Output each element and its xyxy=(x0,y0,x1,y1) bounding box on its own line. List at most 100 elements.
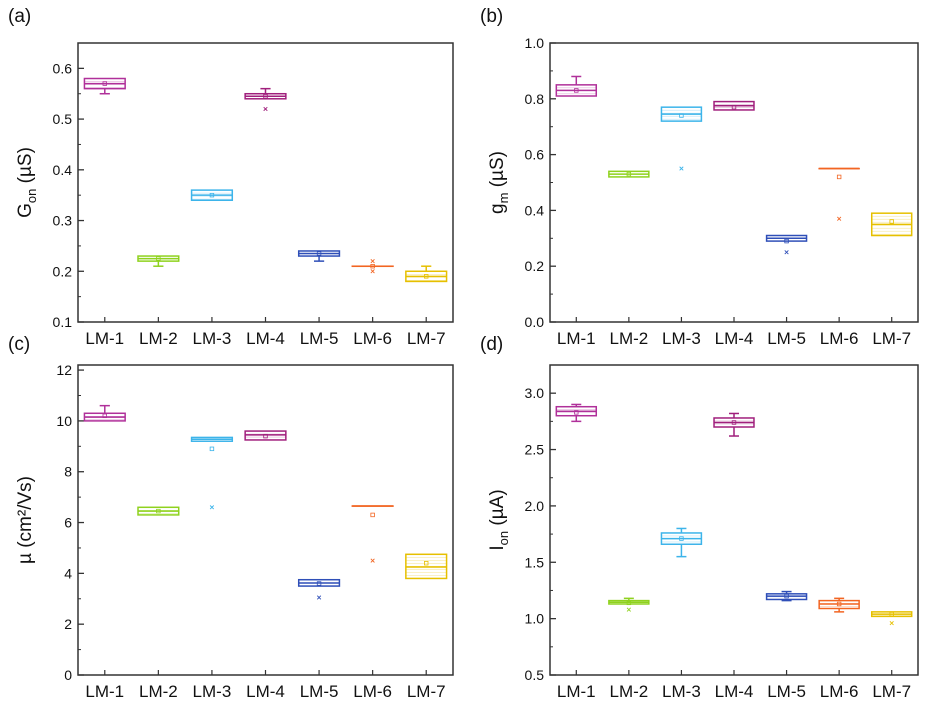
panel-c: (c) 0 2 4 6 8 10 12 µ (cm²/Vs) LM-1 LM-2 LM-3 LM-4 LM… xyxy=(8,334,453,701)
y-label-sub: on xyxy=(496,531,511,545)
x-tick-label: LM-5 xyxy=(300,682,339,701)
x-tick-label: LM-6 xyxy=(353,682,392,701)
x-tick-label: LM-4 xyxy=(715,329,754,348)
x-tick-label: LM-7 xyxy=(872,329,911,348)
x-tick-label: LM-2 xyxy=(139,329,178,348)
y-axis-label: µ (cm²/Vs) xyxy=(15,476,36,564)
box-lm-6 xyxy=(819,169,859,221)
y-tick-label: 3.0 xyxy=(525,385,545,401)
x-tick-label: LM-1 xyxy=(85,682,124,701)
y-tick-label: 0.8 xyxy=(525,91,545,107)
outlier-marker xyxy=(371,259,375,263)
y-tick-label: 4 xyxy=(64,565,72,581)
y-axis-label: Gon (µS) xyxy=(15,147,39,218)
y-tick-label: 0.1 xyxy=(53,314,73,330)
y-label-unit: (µS) xyxy=(15,147,36,189)
x-tick-label: LM-5 xyxy=(767,682,806,701)
outlier-marker xyxy=(627,608,631,612)
y-tick-label: 12 xyxy=(56,362,72,378)
y-tick-label: 0.2 xyxy=(53,263,73,279)
y-label-sub: m xyxy=(496,193,511,204)
box-lm-2 xyxy=(138,507,179,515)
box-lm-4 xyxy=(714,413,754,436)
box-lm-2 xyxy=(609,171,649,177)
box-lm-3 xyxy=(661,107,701,170)
y-label-unit: (µA) xyxy=(487,489,508,531)
x-tick-label: LM-3 xyxy=(193,682,232,701)
y-tick-label: 0.4 xyxy=(525,202,545,218)
panel-label: (b) xyxy=(480,6,503,27)
box-lm-6 xyxy=(352,259,393,273)
x-tick-label: LM-5 xyxy=(300,329,339,348)
y-axis-label: gm (µS) xyxy=(487,151,511,214)
y-tick-label: 0.2 xyxy=(525,258,545,274)
box-lm-3 xyxy=(192,190,233,200)
box-lm-1 xyxy=(556,404,596,421)
outlier-marker xyxy=(785,250,789,254)
box-lm-3 xyxy=(192,437,233,509)
box-lm-4 xyxy=(245,431,286,440)
x-tick-label: LM-3 xyxy=(662,682,701,701)
mean-marker xyxy=(371,513,375,517)
y-tick-label: 1.5 xyxy=(525,554,545,570)
outlier-marker xyxy=(837,217,841,221)
outlier-marker xyxy=(371,559,375,563)
box-lm-7 xyxy=(872,612,912,625)
y-label-main: µ (cm²/Vs) xyxy=(15,476,36,564)
y-tick-label: 10 xyxy=(56,413,72,429)
y-tick-label: 2.0 xyxy=(525,498,545,514)
box-lm-6 xyxy=(819,598,859,612)
y-tick-label: 6 xyxy=(64,515,72,531)
x-tick-label: LM-1 xyxy=(557,329,596,348)
outlier-marker xyxy=(680,167,684,171)
mean-marker xyxy=(210,447,214,451)
y-tick-label: 1.0 xyxy=(525,35,545,51)
y-tick-label: 0 xyxy=(64,667,72,683)
x-tick-label: LM-1 xyxy=(85,329,124,348)
x-tick-label: LM-6 xyxy=(353,329,392,348)
outlier-marker xyxy=(210,505,214,509)
mean-marker xyxy=(890,220,894,224)
x-tick-label: LM-2 xyxy=(609,329,648,348)
y-tick-label: 0.4 xyxy=(53,162,73,178)
y-tick-label: 0.5 xyxy=(53,111,73,127)
box-lm-3 xyxy=(661,528,701,556)
y-tick-label: 0.5 xyxy=(525,667,545,683)
x-tick-label: LM-2 xyxy=(139,682,178,701)
box-lm-5 xyxy=(299,251,340,261)
y-tick-label: 0.0 xyxy=(525,314,545,330)
box-lm-1 xyxy=(84,79,125,94)
x-tick-label: LM-6 xyxy=(820,329,859,348)
box-lm-1 xyxy=(556,76,596,96)
x-tick-label: LM-7 xyxy=(407,329,446,348)
x-tick-label: LM-2 xyxy=(609,682,648,701)
x-tick-label: LM-6 xyxy=(820,682,859,701)
x-tick-label: LM-5 xyxy=(767,329,806,348)
box-lm-4 xyxy=(245,89,286,111)
box-lm-6 xyxy=(352,506,393,562)
y-tick-label: 2.5 xyxy=(525,442,545,458)
panel-label: (d) xyxy=(480,334,503,355)
panel-label: (c) xyxy=(8,334,30,355)
mean-marker xyxy=(837,175,841,179)
plot-frame xyxy=(78,43,453,322)
y-tick-label: 8 xyxy=(64,464,72,480)
box-lm-5 xyxy=(767,592,807,601)
box-lm-5 xyxy=(299,580,340,600)
box-lm-2 xyxy=(138,256,179,266)
x-tick-label: LM-4 xyxy=(246,682,285,701)
box-lm-7 xyxy=(872,213,912,235)
box-lm-7 xyxy=(406,266,447,281)
y-tick-label: 2 xyxy=(64,616,72,632)
y-label-unit: (µS) xyxy=(487,151,508,193)
outlier-marker xyxy=(264,107,268,111)
plot-frame xyxy=(550,365,918,675)
y-tick-label: 0.3 xyxy=(53,213,73,229)
y-label-sub: on xyxy=(24,189,39,203)
y-tick-label: 1.0 xyxy=(525,611,545,627)
box-lm-5 xyxy=(767,236,807,255)
outlier-marker xyxy=(890,621,894,625)
